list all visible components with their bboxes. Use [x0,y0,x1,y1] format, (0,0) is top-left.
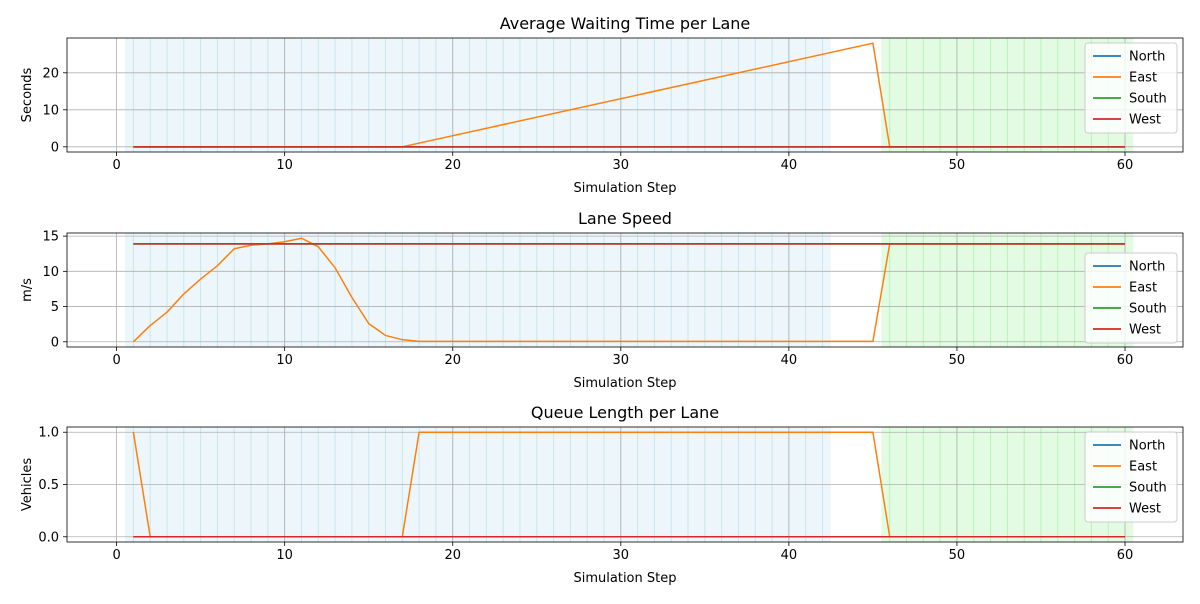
legend-label-south: South [1129,481,1167,496]
plot-area [67,427,1183,542]
chart-title: Queue Length per Lane [531,403,719,422]
x-tick-label: 50 [949,158,966,173]
x-tick-label: 30 [613,353,630,368]
x-tick-label: 10 [276,158,293,173]
axes-frame [66,232,1184,348]
legend-label-east: East [1129,460,1157,475]
y-tick-label: 10 [42,103,59,118]
legend-label-south: South [1129,92,1167,107]
axes-frame [66,37,1184,153]
y-tick-label: 0.5 [38,478,59,493]
x-tick-label: 0 [112,353,120,368]
x-axis-label: Simulation Step [574,571,677,586]
x-tick-label: 10 [276,548,293,563]
y-tick-label: 0 [51,335,59,350]
y-tick-label: 15 [42,230,59,245]
legend-label-east: East [1129,281,1157,296]
x-axis-label: Simulation Step [574,376,677,391]
x-tick-label: 60 [1117,158,1134,173]
chart-title: Average Waiting Time per Lane [500,14,751,33]
y-tick-label: 10 [42,265,59,280]
legend-label-north: North [1129,50,1165,65]
x-axis-label: Simulation Step [574,181,677,196]
legend-label-west: West [1129,113,1161,128]
y-tick-label: 1.0 [38,426,59,441]
subplot-lane-speed: 0 10 20 30 40 50 60 0 5 10 15 Lane Speed Simulation … [20,209,1184,391]
y-axis-label: m/s [20,278,35,302]
y-tick-label: 5 [51,300,59,315]
y-tick-label: 20 [42,66,59,81]
y-axis-label: Vehicles [20,458,35,511]
legend-label-west: West [1129,502,1161,517]
x-tick-label: 20 [444,353,461,368]
legend: North East South West [1084,42,1178,134]
legend-box [1084,252,1178,344]
plot-area [67,233,1183,347]
legend: North East South West [1084,252,1178,344]
x-tick-label: 20 [444,158,461,173]
legend-label-west: West [1129,323,1161,338]
legend-label-east: East [1129,71,1157,86]
legend-box [1084,431,1178,523]
x-tick-label: 50 [949,548,966,563]
x-tick-label: 40 [781,353,798,368]
x-tick-label: 60 [1117,548,1134,563]
plot-area [67,38,1183,152]
x-tick-label: 10 [276,353,293,368]
y-tick-label: 0 [51,140,59,155]
legend-label-north: North [1129,260,1165,275]
legend-label-south: South [1129,302,1167,317]
x-tick-label: 40 [781,548,798,563]
legend: North East South West [1084,431,1178,523]
phase-band-green-north-south [124,233,831,347]
x-tick-label: 0 [112,548,120,563]
x-tick-label: 30 [613,548,630,563]
x-tick-label: 50 [949,353,966,368]
phase-band-green-north-south [124,38,831,152]
legend-box [1084,42,1178,134]
series-line-east [132,237,1126,343]
y-axis-label: Seconds [20,67,35,122]
x-tick-label: 60 [1117,353,1134,368]
legend-label-north: North [1129,439,1165,454]
x-tick-label: 30 [613,158,630,173]
y-tick-label: 0.0 [38,530,59,545]
subplot-waiting-time: 0 10 20 30 40 50 60 0 10 20 Average Waiting Time p… [20,14,1184,196]
x-tick-label: 0 [112,158,120,173]
phase-band-fill [124,38,831,152]
x-tick-label: 20 [444,548,461,563]
x-tick-label: 40 [781,158,798,173]
phase-band-fill [124,233,831,347]
subplot-queue-length: 0 10 20 30 40 50 60 0.0 0.5 1.0 Queue Length per L… [20,403,1184,586]
chart-title: Lane Speed [578,209,672,228]
